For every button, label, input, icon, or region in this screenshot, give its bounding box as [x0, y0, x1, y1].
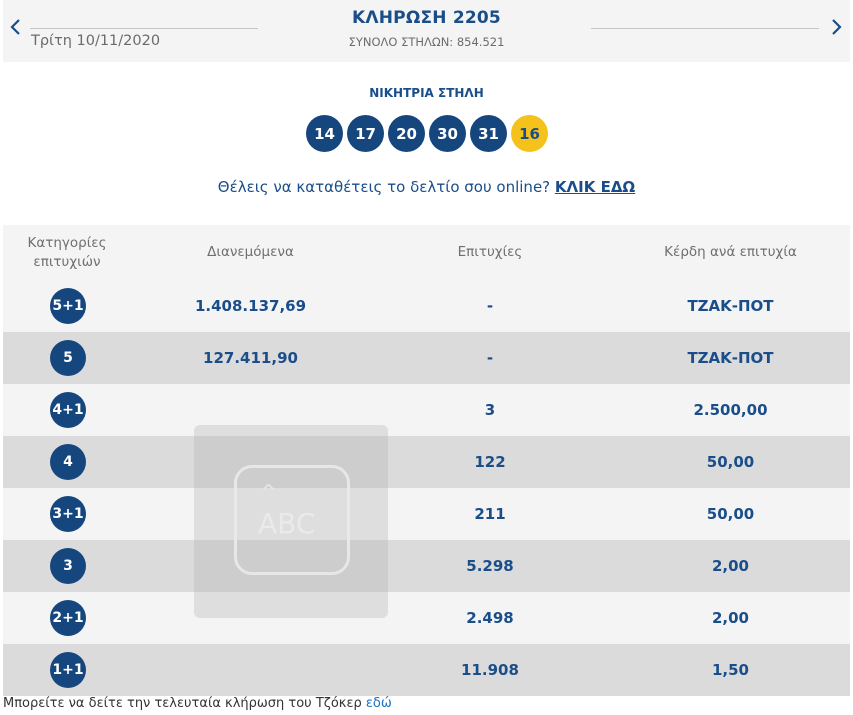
- category-badge: 1+1: [50, 652, 86, 688]
- category-badge: 5+1: [50, 288, 86, 324]
- table-row: 3 5.298 2,00: [3, 540, 850, 592]
- table-row: 5+1 1.408.137,69 - ΤΖΑΚ-ΠΟΤ: [3, 280, 850, 332]
- total-columns: ΣΥΝΟΛΟ ΣΤΗΛΩΝ: 854.521: [348, 35, 505, 49]
- winning-number-ball: 30: [429, 115, 466, 152]
- prize-cell: 50,00: [706, 505, 755, 523]
- prize-cell: 2,00: [711, 557, 749, 575]
- distributed-cell: [173, 488, 328, 540]
- distributed-cell: [173, 644, 328, 696]
- category-badge: 4: [50, 444, 86, 480]
- table-row: 5 127.411,90 - ΤΖΑΚ-ΠΟΤ: [3, 332, 850, 384]
- header-category-line2: επιτυχιών: [33, 254, 101, 270]
- draw-date: Τρίτη 10/11/2020: [31, 33, 161, 49]
- prize-cell: 1,50: [711, 661, 749, 679]
- category-badge: 3: [50, 548, 86, 584]
- winning-number-ball: 17: [347, 115, 384, 152]
- prize-cell: 2,00: [711, 609, 749, 627]
- winnings-table: Κατηγορίες επιτυχιών Διανεμόμενα Επιτυχί…: [3, 225, 850, 696]
- draw-header: Τρίτη 10/11/2020 ΚΛΗΡΩΣΗ 2205 ΣΥΝΟΛΟ ΣΤΗ…: [3, 0, 850, 62]
- distributed-cell: 127.411,90: [203, 349, 298, 367]
- online-promo-text: Θέλεις να καταθέτεις το δελτίο σου onlin…: [217, 178, 551, 196]
- winners-cell: 5.298: [466, 557, 514, 575]
- online-promo-link[interactable]: ΚΛΙΚ ΕΔΩ: [554, 178, 636, 196]
- table-row: 4 122 50,00: [3, 436, 850, 488]
- winners-cell: -: [486, 297, 494, 315]
- header-prize: Κέρδη ανά επιτυχία: [664, 244, 797, 260]
- table-row: 1+1 11.908 1,50: [3, 644, 850, 696]
- winning-number-ball: 14: [306, 115, 343, 152]
- chevron-left-icon[interactable]: [8, 17, 22, 37]
- distributed-cell: [173, 540, 328, 592]
- table-row: 4+1 3 2.500,00: [3, 384, 850, 436]
- footer-text: Μπορείτε να δείτε την τελευταία κλήρωση …: [3, 696, 362, 711]
- table-row: 3+1 211 50,00: [3, 488, 850, 540]
- category-badge: 5: [50, 340, 86, 376]
- joker-number-ball: 16: [511, 115, 548, 152]
- header-winners: Επιτυχίες: [457, 244, 523, 260]
- category-badge: 3+1: [50, 496, 86, 532]
- distributed-cell: 1.408.137,69: [194, 297, 307, 315]
- footer-link[interactable]: εδώ: [365, 696, 392, 711]
- prize-cell: ΤΖΑΚ-ΠΟΤ: [687, 297, 774, 315]
- winners-cell: 211: [474, 505, 506, 523]
- header-divider-left: [30, 28, 258, 29]
- header-divider-right: [591, 28, 819, 29]
- winners-cell: 3: [484, 401, 496, 419]
- prize-cell: 50,00: [706, 453, 755, 471]
- prize-cell: ΤΖΑΚ-ΠΟΤ: [687, 349, 774, 367]
- header-distributed: Διανεμόμενα: [207, 244, 294, 260]
- distributed-cell: [173, 384, 328, 436]
- footer-note: Μπορείτε να δείτε την τελευταία κλήρωση …: [3, 696, 392, 711]
- distributed-cell: [173, 436, 328, 488]
- winning-number-ball: 20: [388, 115, 425, 152]
- category-badge: 4+1: [50, 392, 86, 428]
- table-row: 2+1 2.498 2,00: [3, 592, 850, 644]
- winners-cell: -: [486, 349, 494, 367]
- winners-cell: 122: [474, 453, 506, 471]
- header-category-line1: Κατηγορίες: [27, 235, 107, 251]
- table-header: Κατηγορίες επιτυχιών Διανεμόμενα Επιτυχί…: [3, 225, 850, 280]
- winners-cell: 11.908: [461, 661, 519, 679]
- winning-number-ball: 31: [470, 115, 507, 152]
- chevron-right-icon[interactable]: [830, 17, 844, 37]
- category-badge: 2+1: [50, 600, 86, 636]
- header-category: Κατηγορίες επιτυχιών: [25, 234, 109, 272]
- winners-cell: 2.498: [466, 609, 514, 627]
- distributed-cell: [173, 592, 328, 644]
- prize-cell: 2.500,00: [693, 401, 768, 419]
- online-promo: Θέλεις να καταθέτεις το δελτίο σου onlin…: [0, 178, 853, 196]
- draw-title: ΚΛΗΡΩΣΗ 2205: [352, 8, 501, 28]
- winning-column-title: ΝΙΚΗΤΡΙΑ ΣΤΗΛΗ: [369, 86, 484, 100]
- winning-numbers: 14 17 20 30 31 16: [306, 115, 548, 152]
